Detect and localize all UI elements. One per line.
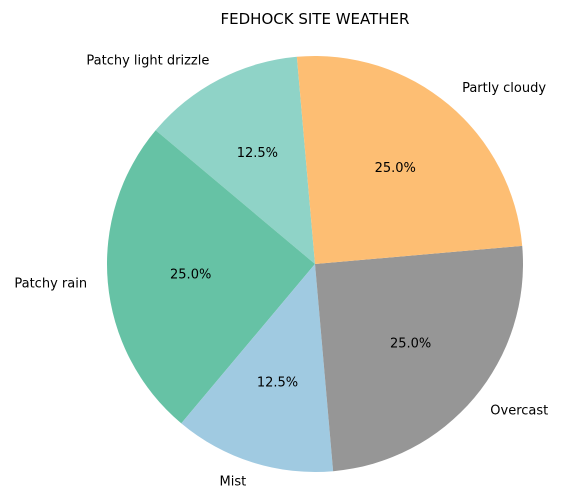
slice-label-partly-cloudy: Partly cloudy (462, 81, 546, 96)
slice-label-patchy-light-drizzle: Patchy light drizzle (86, 54, 209, 69)
pie-slices (106, 56, 524, 472)
slice-percent-patchy-light-drizzle: 12.5% (237, 146, 278, 161)
slice-mist (181, 264, 334, 472)
slice-label-overcast: Overcast (490, 404, 548, 419)
slice-patchy-rain (106, 130, 315, 424)
slice-percent-partly-cloudy: 25.0% (375, 161, 416, 176)
slice-percent-mist: 12.5% (257, 376, 298, 391)
slice-partly-cloudy (296, 56, 523, 265)
slice-overcast (315, 245, 524, 472)
pie-labels: Patchy light drizzle 12.5% Patchy rain 25.0… (14, 54, 548, 490)
slice-percent-patchy-rain: 25.0% (170, 267, 211, 282)
chart-title: FEDHOCK SITE WEATHER (221, 10, 410, 28)
slice-percent-overcast: 25.0% (390, 337, 431, 352)
slice-label-patchy-rain: Patchy rain (14, 276, 87, 291)
slice-label-mist: Mist (219, 475, 246, 490)
slice-patchy-light-drizzle (155, 56, 315, 264)
